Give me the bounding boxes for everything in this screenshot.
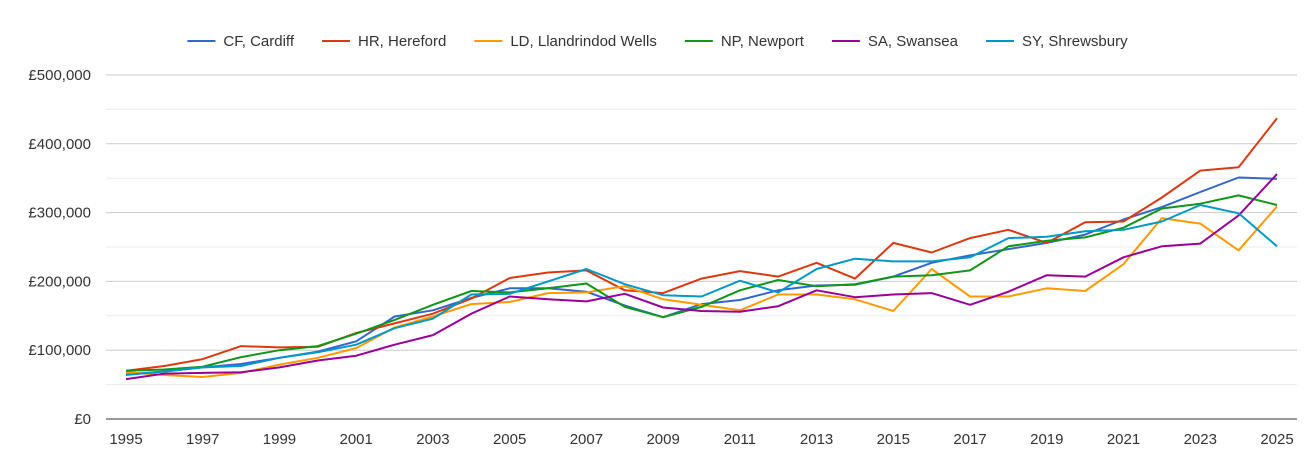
- legend-label: SY, Shrewsbury: [1022, 33, 1128, 50]
- x-tick-label: 1999: [263, 431, 296, 448]
- legend-label: NP, Newport: [721, 33, 805, 50]
- x-axis: 1995 1997 1999 2001 2003 2005 2007 2009 2011 2013…: [106, 418, 1297, 448]
- legend-label: SA, Swansea: [868, 33, 959, 50]
- legend-item[interactable]: CF, Cardiff: [187, 33, 295, 50]
- x-tick-label: 2015: [877, 431, 910, 448]
- series-line: [125, 204, 1278, 376]
- y-tick-label: £0: [74, 411, 91, 428]
- y-axis: £0 £100,000 £200,000 £300,000 £400,000 £500,0…: [28, 67, 91, 428]
- x-tick-label: 2013: [800, 431, 833, 448]
- legend-label: CF, Cardiff: [223, 33, 294, 50]
- legend-item[interactable]: SA, Swansea: [831, 33, 959, 50]
- x-tick-label: 2007: [570, 431, 603, 448]
- series-line: [125, 194, 1278, 372]
- legend-item[interactable]: HR, Hereford: [321, 33, 446, 50]
- legend: CF, Cardiff HR, Hereford LD, Llandrindod W…: [187, 33, 1128, 50]
- x-tick-label: 2017: [953, 431, 986, 448]
- x-tick-label: 2023: [1184, 431, 1217, 448]
- legend-item[interactable]: LD, Llandrindod Wells: [474, 33, 657, 50]
- x-tick-label: 2001: [340, 431, 373, 448]
- x-tick-label: 2021: [1107, 431, 1140, 448]
- y-tick-label: £500,000: [28, 67, 91, 84]
- x-tick-label: 1995: [109, 431, 142, 448]
- legend-label: LD, Llandrindod Wells: [510, 33, 656, 50]
- x-tick-label: 2003: [416, 431, 449, 448]
- y-tick-label: £400,000: [28, 136, 91, 153]
- x-tick-label: 2025: [1260, 431, 1293, 448]
- series-line: [125, 173, 1278, 381]
- x-tick-label: 2009: [646, 431, 679, 448]
- x-tick-label: 2019: [1030, 431, 1063, 448]
- y-tick-label: £100,000: [28, 342, 91, 359]
- y-tick-label: £300,000: [28, 205, 91, 222]
- series-line: [125, 205, 1278, 378]
- legend-label: HR, Hereford: [358, 33, 446, 50]
- legend-item[interactable]: SY, Shrewsbury: [985, 33, 1128, 50]
- series-line: [125, 176, 1278, 376]
- x-tick-label: 2005: [493, 431, 526, 448]
- x-tick-label: 2011: [724, 431, 756, 448]
- y-tick-label: £200,000: [28, 273, 91, 290]
- series-lines: [125, 117, 1278, 381]
- x-tick-label: 1997: [186, 431, 219, 448]
- series-line: [125, 117, 1278, 372]
- legend-item[interactable]: NP, Newport: [684, 33, 805, 50]
